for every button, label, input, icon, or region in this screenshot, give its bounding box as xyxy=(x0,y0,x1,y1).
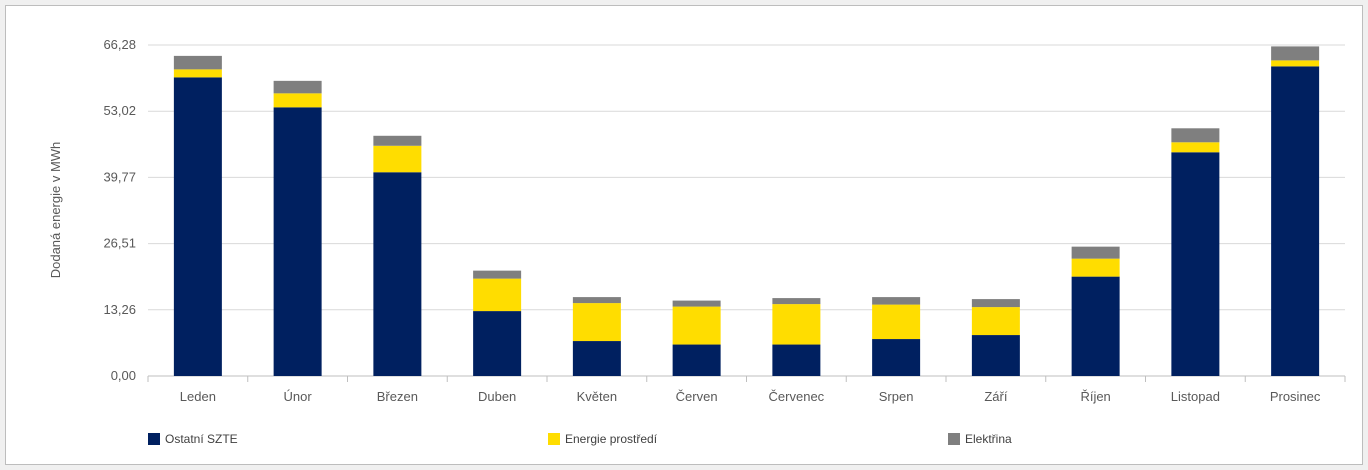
bar-segment xyxy=(672,344,721,376)
x-tick-label: Červen xyxy=(676,389,718,404)
bar-segment xyxy=(373,172,422,376)
x-tick-label: Prosinec xyxy=(1270,389,1321,404)
x-tick-label: Září xyxy=(984,389,1008,404)
y-tick-label: 0,00 xyxy=(111,368,136,383)
x-tick-label: Únor xyxy=(284,389,313,404)
gridlines xyxy=(147,44,1346,382)
bar-segment xyxy=(572,303,621,342)
y-tick-label: 53,02 xyxy=(103,103,136,118)
legend-swatch xyxy=(548,433,560,445)
x-tick-label: Leden xyxy=(180,389,216,404)
legend-label: Energie prostředí xyxy=(565,432,658,446)
bar-segment xyxy=(1071,258,1120,277)
bar-segment xyxy=(473,278,522,312)
bar-segment xyxy=(473,311,522,376)
bar-segment xyxy=(173,55,222,70)
bar-segment xyxy=(872,297,921,305)
bar-segment xyxy=(173,77,222,376)
x-tick-label: Listopad xyxy=(1171,389,1220,404)
bar-segment xyxy=(273,107,322,377)
x-tick-label: Duben xyxy=(478,389,516,404)
bar-segment xyxy=(1171,142,1220,153)
bar-segment xyxy=(273,93,322,108)
bar-segment xyxy=(572,297,621,304)
x-tick-label: Srpen xyxy=(879,389,914,404)
bars xyxy=(173,46,1320,377)
legend-label: Ostatní SZTE xyxy=(165,432,238,446)
bar-segment xyxy=(772,304,821,345)
y-tick-label: 39,77 xyxy=(103,169,136,184)
bar-segment xyxy=(672,306,721,345)
bar-segment xyxy=(572,341,621,376)
bar-segment xyxy=(672,300,721,307)
bar-segment xyxy=(772,298,821,305)
bar-segment xyxy=(373,145,422,173)
legend: Ostatní SZTE Energie prostředí Elektřina xyxy=(148,432,1012,446)
x-tick-label: Říjen xyxy=(1080,389,1110,404)
bar-segment xyxy=(971,307,1020,336)
bar-segment xyxy=(1271,60,1320,67)
y-axis-title: Dodaná energie v MWh xyxy=(48,142,63,279)
x-tick-label: Červenec xyxy=(769,389,825,404)
bar-segment xyxy=(872,339,921,376)
bar-segment xyxy=(1271,46,1320,61)
legend-label: Elektřina xyxy=(965,432,1012,446)
bar-segment xyxy=(1071,246,1120,259)
bar-segment xyxy=(971,299,1020,308)
x-tick-labels: Leden Únor Březen Duben Květen Červen Červenec… xyxy=(180,389,1321,404)
bar-segment xyxy=(1271,66,1320,376)
bar-segment xyxy=(473,270,522,279)
bar-segment xyxy=(971,335,1020,376)
bar-segment xyxy=(872,304,921,340)
y-tick-label: 66,28 xyxy=(103,37,136,52)
y-tick-label: 13,26 xyxy=(103,302,136,317)
y-tick-label: 26,51 xyxy=(103,236,136,251)
x-tick-label: Květen xyxy=(577,389,617,404)
bar-segment xyxy=(772,344,821,376)
chart-container xyxy=(5,5,1363,465)
bar-segment xyxy=(1171,128,1220,143)
legend-swatch xyxy=(148,433,160,445)
bar-segment xyxy=(1071,276,1120,376)
legend-swatch xyxy=(948,433,960,445)
bar-segment xyxy=(1171,152,1220,376)
bar-segment xyxy=(173,69,222,78)
x-tick-label: Březen xyxy=(377,389,418,404)
bar-segment xyxy=(373,135,422,146)
y-tick-labels: 0,00 13,26 26,51 39,77 53,02 66,28 xyxy=(103,37,136,383)
bar-segment xyxy=(273,80,322,94)
